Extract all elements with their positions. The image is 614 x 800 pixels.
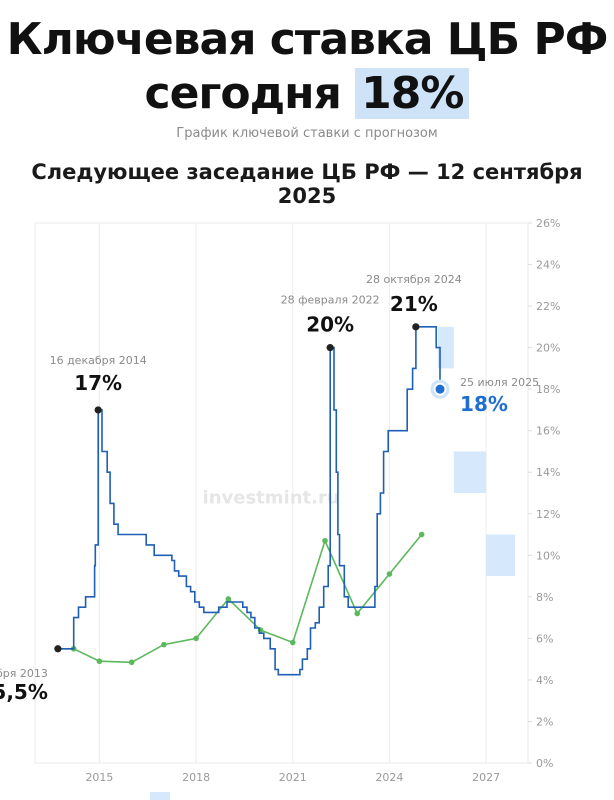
y-tick-label: 12% [536,508,560,521]
key-rate-line [57,326,441,676]
legend-forecast-swatch [150,792,170,800]
y-tick-label: 24% [536,259,560,272]
annotation-value-label: 18% [460,392,508,416]
key-rate-chart: 2015 2018 2021 2024 2027 0% 2% 4% 6% 8% 10% 12% 14% 1… [0,217,560,784]
annotation-value-label: 5,5% [0,680,48,704]
y-tick-label: 26% [536,217,560,230]
forecast-range-band [486,534,516,577]
x-tick-label: 2018 [182,771,210,784]
y-tick-label: 20% [536,342,560,355]
y-tick-label: 8% [536,591,553,604]
annotation-value-label: 20% [306,313,354,337]
y-tick-label: 18% [536,383,560,396]
x-tick-label: 2027 [472,771,500,784]
y-tick-label: 14% [536,466,560,479]
next-meeting-text: Следующее заседание ЦБ РФ — 12 сентября … [31,160,583,208]
y-tick-label: 0% [536,757,553,770]
forecast-range-band [437,326,454,369]
inflation-point [289,639,296,646]
current-rate-highlight: 18% [355,68,470,119]
inflation-point [418,531,425,538]
inflation-line [57,533,423,664]
x-tick-label: 2024 [375,771,403,784]
page-title-line2: сегодня 18% [0,68,614,120]
annotation-value-label: 21% [390,292,438,316]
inflation-point [322,537,328,544]
inflation-point [354,610,361,617]
annotation-date-label: 28 октября 2024 [366,273,462,286]
y-tick-label: 16% [536,425,560,438]
inflation-point [225,596,232,602]
annotation-date-label: 25 июля 2025 [460,376,539,389]
annotation-point [412,323,420,331]
y-tick-label: 10% [536,549,560,562]
x-tick-label: 2015 [85,771,113,784]
annotation-date-label: 17 сентября 2013 [0,667,48,680]
annotation-point [326,344,334,352]
y-tick-label: 6% [536,632,553,645]
title-prefix: сегодня [144,68,342,119]
plot-frame [34,222,529,764]
page-title-line1: Ключевая ставка ЦБ РФ [6,14,609,65]
annotation-date-label: 16 декабря 2014 [50,354,147,367]
annotation-point [54,645,62,653]
annotation-date-label: 28 февраля 2022 [281,294,380,307]
annotation-value-label: 17% [74,371,122,395]
chart-subtitle: График ключевой ставки с прогнозом [176,126,438,141]
inflation-point [193,635,199,642]
y-tick-label: 2% [536,715,553,728]
y-tick-label: 4% [536,674,553,687]
watermark-text: investmint.ru [203,487,340,508]
inflation-point [386,571,393,577]
x-tick-label: 2021 [279,771,307,784]
inflation-point [128,659,135,666]
y-tick-label: 22% [536,300,560,313]
inflation-point [161,641,167,648]
current-rate-point [435,384,445,394]
forecast-range-band [453,451,487,493]
annotation-point [94,406,102,414]
inflation-point [96,658,103,665]
